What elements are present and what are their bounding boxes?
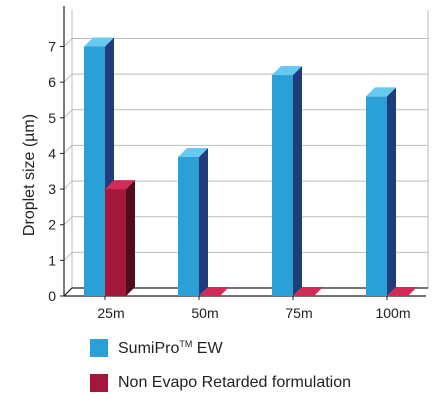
bars	[84, 37, 417, 297]
legend-item-sumipro: SumiProTM EW	[90, 338, 351, 358]
legend-swatch-sumipro	[90, 339, 108, 357]
y-tick-label-0: 0	[48, 288, 56, 304]
legend-label-sumipro: SumiProTM EW	[118, 338, 223, 357]
legend-label-non-evapo: Non Evapo Retarded formulation	[118, 374, 352, 391]
bar-non-evapo-75m	[293, 287, 323, 296]
x-tick-label-75m: 75m	[285, 305, 312, 321]
gridline-7	[63, 38, 428, 47]
bar-non-evapo-25m	[105, 180, 135, 296]
x-tick-label-50m: 50m	[191, 305, 218, 321]
bar-non-evapo-100m	[387, 287, 417, 296]
bar-non-evapo-50m	[199, 287, 229, 296]
y-tick-label-1: 1	[48, 252, 56, 268]
x-tick-labels: 25m 50m 75m 100m	[97, 305, 410, 321]
legend-item-non-evapo: Non Evapo Retarded formulation	[90, 373, 351, 393]
bar-chart: 0 1 2 3 4 5 6 7 25m 50m 75m 100m Droplet size (µm)	[21, 6, 429, 321]
y-tick-label-6: 6	[48, 74, 56, 90]
y-tick-labels: 0 1 2 3 4 5 6 7	[48, 39, 56, 304]
y-tick-label-2: 2	[48, 217, 56, 233]
y-tick-label-5: 5	[48, 110, 56, 126]
gridline-1	[63, 251, 428, 261]
x-tick-label-25m: 25m	[97, 305, 124, 321]
gridline-2	[63, 216, 428, 226]
y-tick-label-7: 7	[48, 39, 56, 55]
y-axis-label: Droplet size (µm)	[21, 114, 38, 236]
bar-sumipro-75m	[272, 66, 302, 297]
legend: SumiProTM EW Non Evapo Retarded formulat…	[90, 338, 351, 408]
legend-swatch-non-evapo	[90, 374, 108, 392]
x-tick-label-100m: 100m	[375, 305, 410, 321]
gridline-4	[63, 144, 428, 154]
gridline-6	[63, 73, 428, 83]
y-tick-label-4: 4	[48, 145, 56, 161]
bar-sumipro-100m	[366, 87, 396, 297]
gridline-3	[63, 180, 428, 190]
y-tick-label-3: 3	[48, 181, 56, 197]
gridline-5	[63, 109, 428, 119]
bar-sumipro-50m	[178, 148, 208, 296]
